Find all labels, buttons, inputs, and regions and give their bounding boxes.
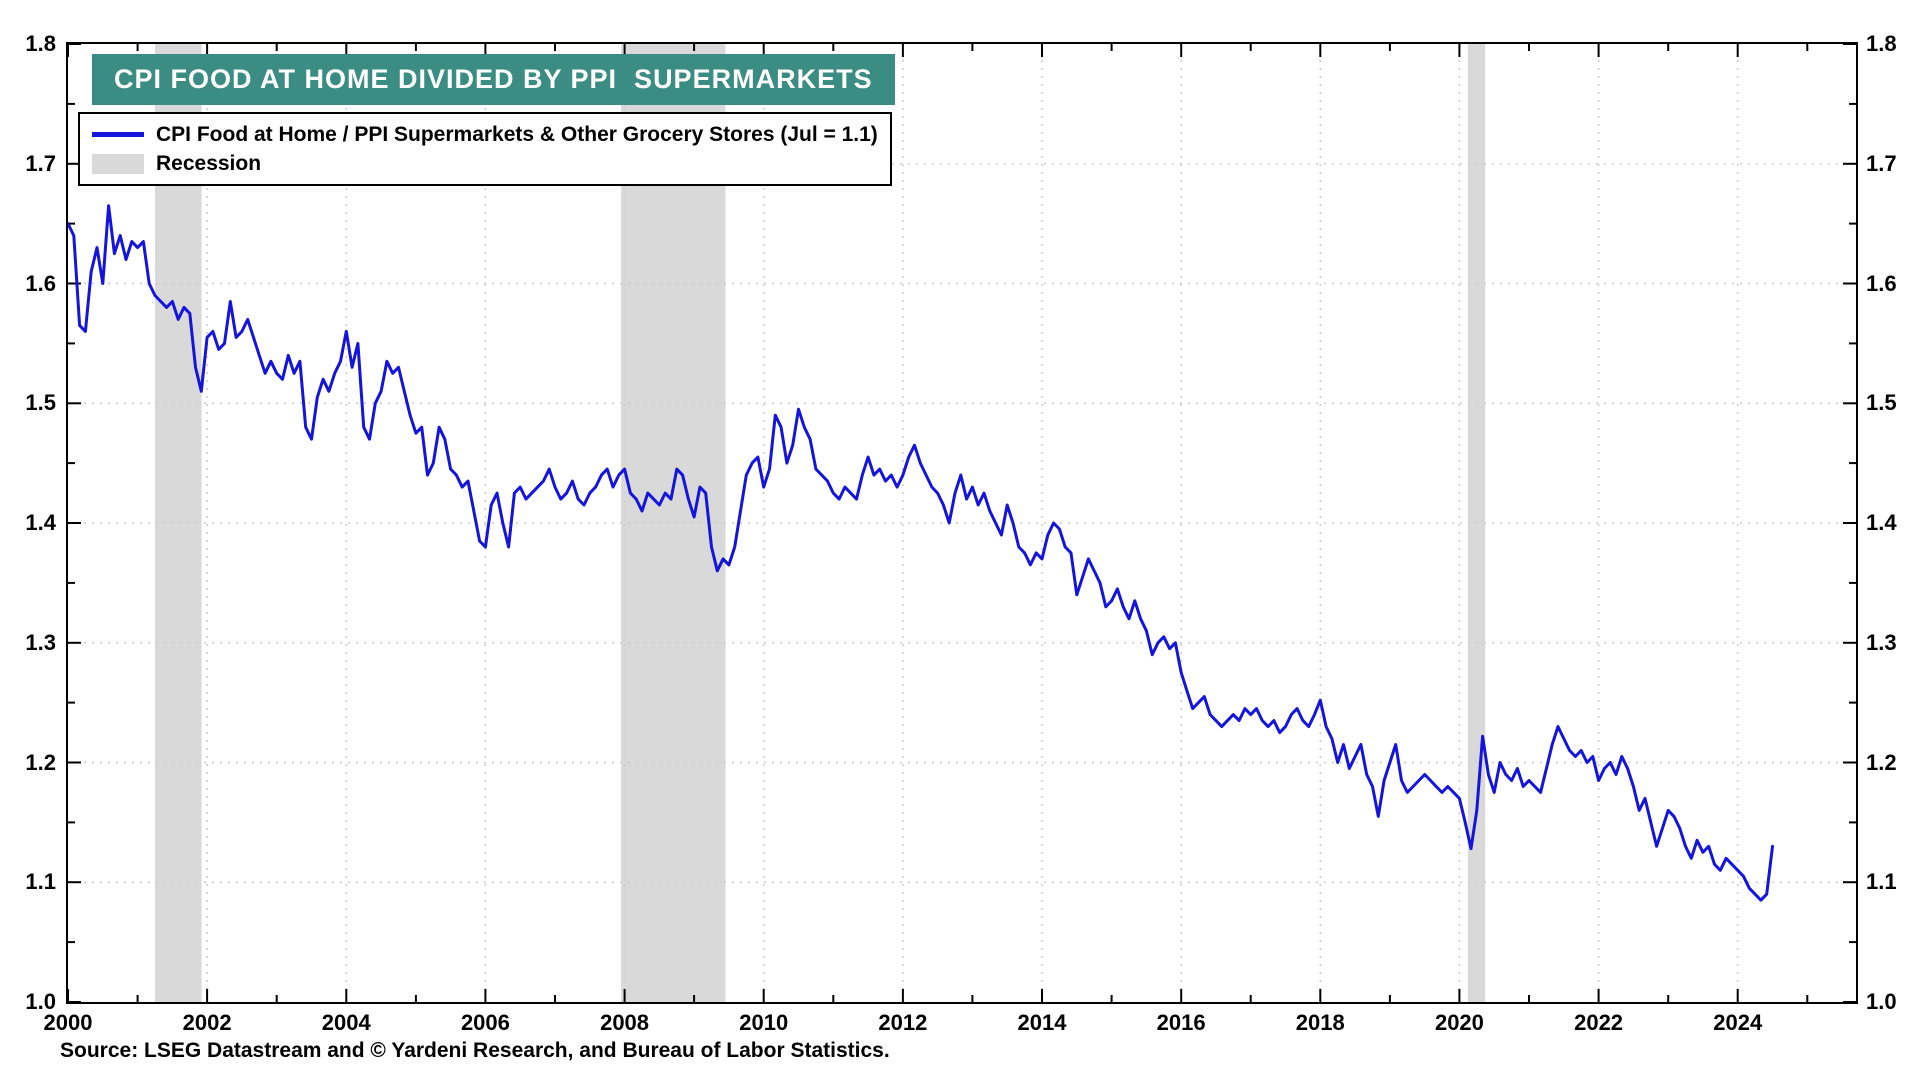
recession-band: [155, 44, 202, 1002]
y-axis-label-left: 1.2: [25, 749, 56, 775]
y-axis-label-left: 1.8: [25, 31, 56, 56]
x-axis-label: 2016: [1156, 1010, 1206, 1035]
y-axis-label-left: 1.4: [25, 510, 56, 535]
source-note: Source: LSEG Datastream and © Yardeni Re…: [60, 1039, 890, 1062]
legend-item-series: CPI Food at Home / PPI Supermarkets & Ot…: [92, 121, 878, 148]
y-axis-label-right: 1.2: [1866, 749, 1897, 775]
x-axis-label: 2024: [1713, 1010, 1763, 1035]
y-axis-label-left: 1.6: [25, 270, 56, 296]
x-axis-label: 2010: [739, 1010, 789, 1035]
y-axis-label-right: 1.1: [1866, 869, 1897, 895]
plot-svg: [68, 44, 1856, 1002]
legend-recession-label: Recession: [156, 152, 262, 175]
y-axis-label-left: 1.5: [25, 390, 56, 416]
legend-recession-swatch: [92, 153, 144, 174]
y-axis-label-right: 1.0: [1866, 989, 1897, 1014]
x-axis-label: 2020: [1434, 1010, 1484, 1035]
x-axis-label: 2008: [600, 1010, 650, 1035]
x-axis-label: 2012: [878, 1010, 928, 1035]
x-axis-label: 2018: [1295, 1010, 1345, 1035]
y-axis-label-right: 1.3: [1866, 629, 1897, 655]
y-axis-label-left: 1.1: [25, 869, 56, 895]
x-axis-label: 2006: [460, 1010, 510, 1035]
x-axis-label: 2014: [1017, 1010, 1067, 1035]
x-axis-label: 2000: [43, 1010, 93, 1035]
series-line: [68, 204, 1774, 902]
y-axis-label-right: 1.5: [1866, 390, 1897, 416]
y-axis-label-right: 1.8: [1866, 31, 1897, 56]
y-axis-label-right: 1.6: [1866, 270, 1897, 296]
chart-title-banner: CPI FOOD AT HOME DIVIDED BY PPI SUPERMAR…: [92, 54, 895, 105]
y-axis-label-right: 1.4: [1866, 510, 1897, 535]
x-axis-label: 2004: [321, 1010, 371, 1035]
legend-line-swatch: [92, 132, 144, 137]
legend-series-label: CPI Food at Home / PPI Supermarkets & Ot…: [156, 123, 878, 146]
x-axis-label: 2002: [182, 1010, 232, 1035]
y-axis-label-left: 1.7: [25, 150, 56, 176]
legend: CPI Food at Home / PPI Supermarkets & Ot…: [78, 112, 892, 186]
y-axis-label-left: 1.3: [25, 629, 56, 655]
x-axis-label: 2022: [1574, 1010, 1624, 1035]
y-axis-label-right: 1.7: [1866, 150, 1897, 176]
legend-item-recession: Recession: [92, 150, 878, 177]
y-axis-label-left: 1.0: [25, 989, 56, 1014]
plot-area: [66, 42, 1858, 1004]
